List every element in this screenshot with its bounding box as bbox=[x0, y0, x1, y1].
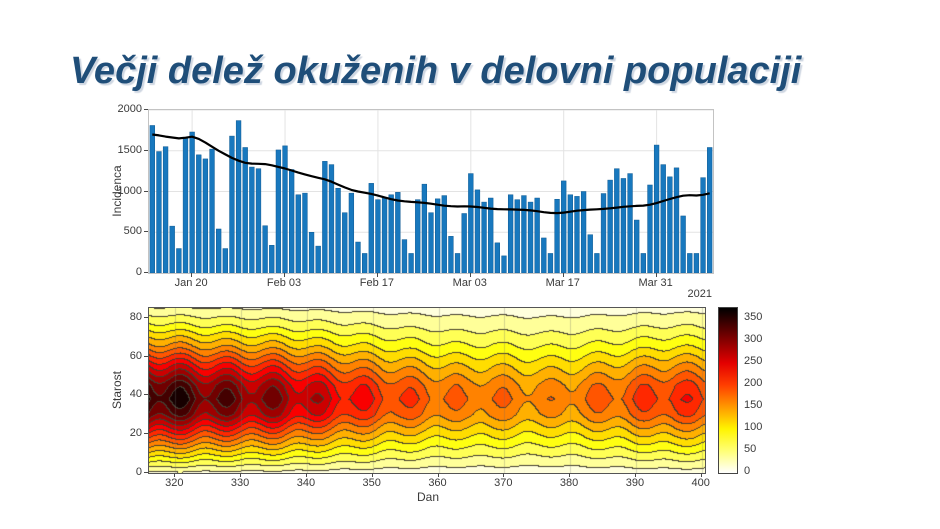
year-label: 2021 bbox=[687, 288, 712, 300]
contour-xtick-label: 340 bbox=[296, 477, 316, 489]
incidence-y-axis-label: Incidenca bbox=[110, 165, 124, 217]
axis-tick-mark bbox=[562, 273, 564, 277]
axis-tick-mark bbox=[144, 149, 148, 151]
axis-tick-mark bbox=[469, 273, 471, 277]
bar-ytick-label: 1500 bbox=[117, 143, 142, 156]
contour-xtick-label: 370 bbox=[494, 477, 513, 489]
incidence-bar-chart bbox=[148, 109, 714, 274]
contour-x-axis-label: Dan bbox=[416, 490, 439, 504]
axis-tick-mark bbox=[284, 273, 286, 277]
colorbar-tick-label: 50 bbox=[744, 443, 757, 455]
axis-tick-mark bbox=[144, 272, 148, 273]
bar-xtick-label: Mar 17 bbox=[545, 277, 580, 289]
contour-xtick-label: 330 bbox=[230, 477, 250, 489]
contour-ytick-label: 80 bbox=[129, 310, 142, 323]
axis-tick-mark bbox=[371, 473, 373, 477]
axis-tick-mark bbox=[437, 473, 439, 477]
axis-tick-mark bbox=[144, 109, 148, 110]
bar-ytick-label: 0 bbox=[135, 266, 142, 278]
bar-ytick-label: 1000 bbox=[117, 184, 142, 197]
contour-xtick-label: 390 bbox=[625, 477, 645, 489]
incidence-bar-chart-canvas bbox=[149, 110, 713, 273]
bar-ytick-label: 2000 bbox=[117, 103, 142, 115]
contour-xtick-label: 360 bbox=[428, 477, 447, 489]
axis-tick-mark bbox=[240, 473, 242, 477]
axis-tick-mark bbox=[655, 273, 657, 277]
contour-xtick-label: 320 bbox=[165, 477, 184, 489]
axis-tick-mark bbox=[144, 394, 148, 396]
colorbar-tick-label: 0 bbox=[744, 465, 751, 477]
bar-xtick-label: Feb 17 bbox=[359, 277, 395, 289]
bar-xtick-label: Mar 31 bbox=[638, 277, 673, 289]
axis-tick-mark bbox=[144, 231, 148, 233]
contour-ytick-label: 60 bbox=[129, 349, 142, 362]
contour-ytick-label: 20 bbox=[129, 427, 142, 440]
slide-title: Večji delež okuženih v delovni populacij… bbox=[70, 50, 802, 92]
axis-tick-mark bbox=[569, 473, 571, 477]
colorbar-tick-label: 300 bbox=[744, 333, 763, 345]
axis-tick-mark bbox=[700, 473, 702, 477]
contour-xtick-label: 350 bbox=[362, 477, 381, 489]
bar-xtick-label: Jan 20 bbox=[174, 277, 208, 289]
colorbar-tick-label: 350 bbox=[744, 311, 763, 323]
contour-xtick-label: 380 bbox=[559, 477, 579, 489]
axis-tick-mark bbox=[634, 473, 636, 477]
age-day-contour-chart bbox=[148, 307, 706, 474]
colorbar-tick-label: 200 bbox=[744, 377, 763, 389]
axis-tick-mark bbox=[503, 473, 505, 477]
axis-tick-mark bbox=[376, 273, 378, 277]
axis-tick-mark bbox=[174, 473, 176, 477]
axis-tick-mark bbox=[144, 190, 148, 192]
contour-ytick-label: 0 bbox=[135, 466, 142, 478]
contour-y-axis-label: Starost bbox=[110, 371, 124, 410]
contour-ytick-label: 40 bbox=[129, 388, 142, 401]
bar-xtick-label: Feb 03 bbox=[266, 277, 302, 289]
bar-xtick-label: Mar 03 bbox=[452, 277, 487, 289]
axis-tick-mark bbox=[144, 433, 148, 435]
contour-xtick-label: 400 bbox=[691, 477, 710, 489]
colorbar-tick-label: 250 bbox=[744, 355, 763, 367]
age-day-contour-canvas bbox=[149, 308, 705, 473]
axis-tick-mark bbox=[144, 355, 148, 357]
colorbar-tick-label: 100 bbox=[744, 421, 763, 433]
axis-tick-mark bbox=[144, 472, 148, 473]
axis-tick-mark bbox=[144, 316, 148, 318]
axis-tick-mark bbox=[305, 473, 307, 477]
axis-tick-mark bbox=[191, 273, 193, 277]
colorbar bbox=[718, 307, 738, 474]
colorbar-tick-label: 150 bbox=[744, 399, 763, 411]
bar-ytick-label: 500 bbox=[123, 225, 142, 238]
